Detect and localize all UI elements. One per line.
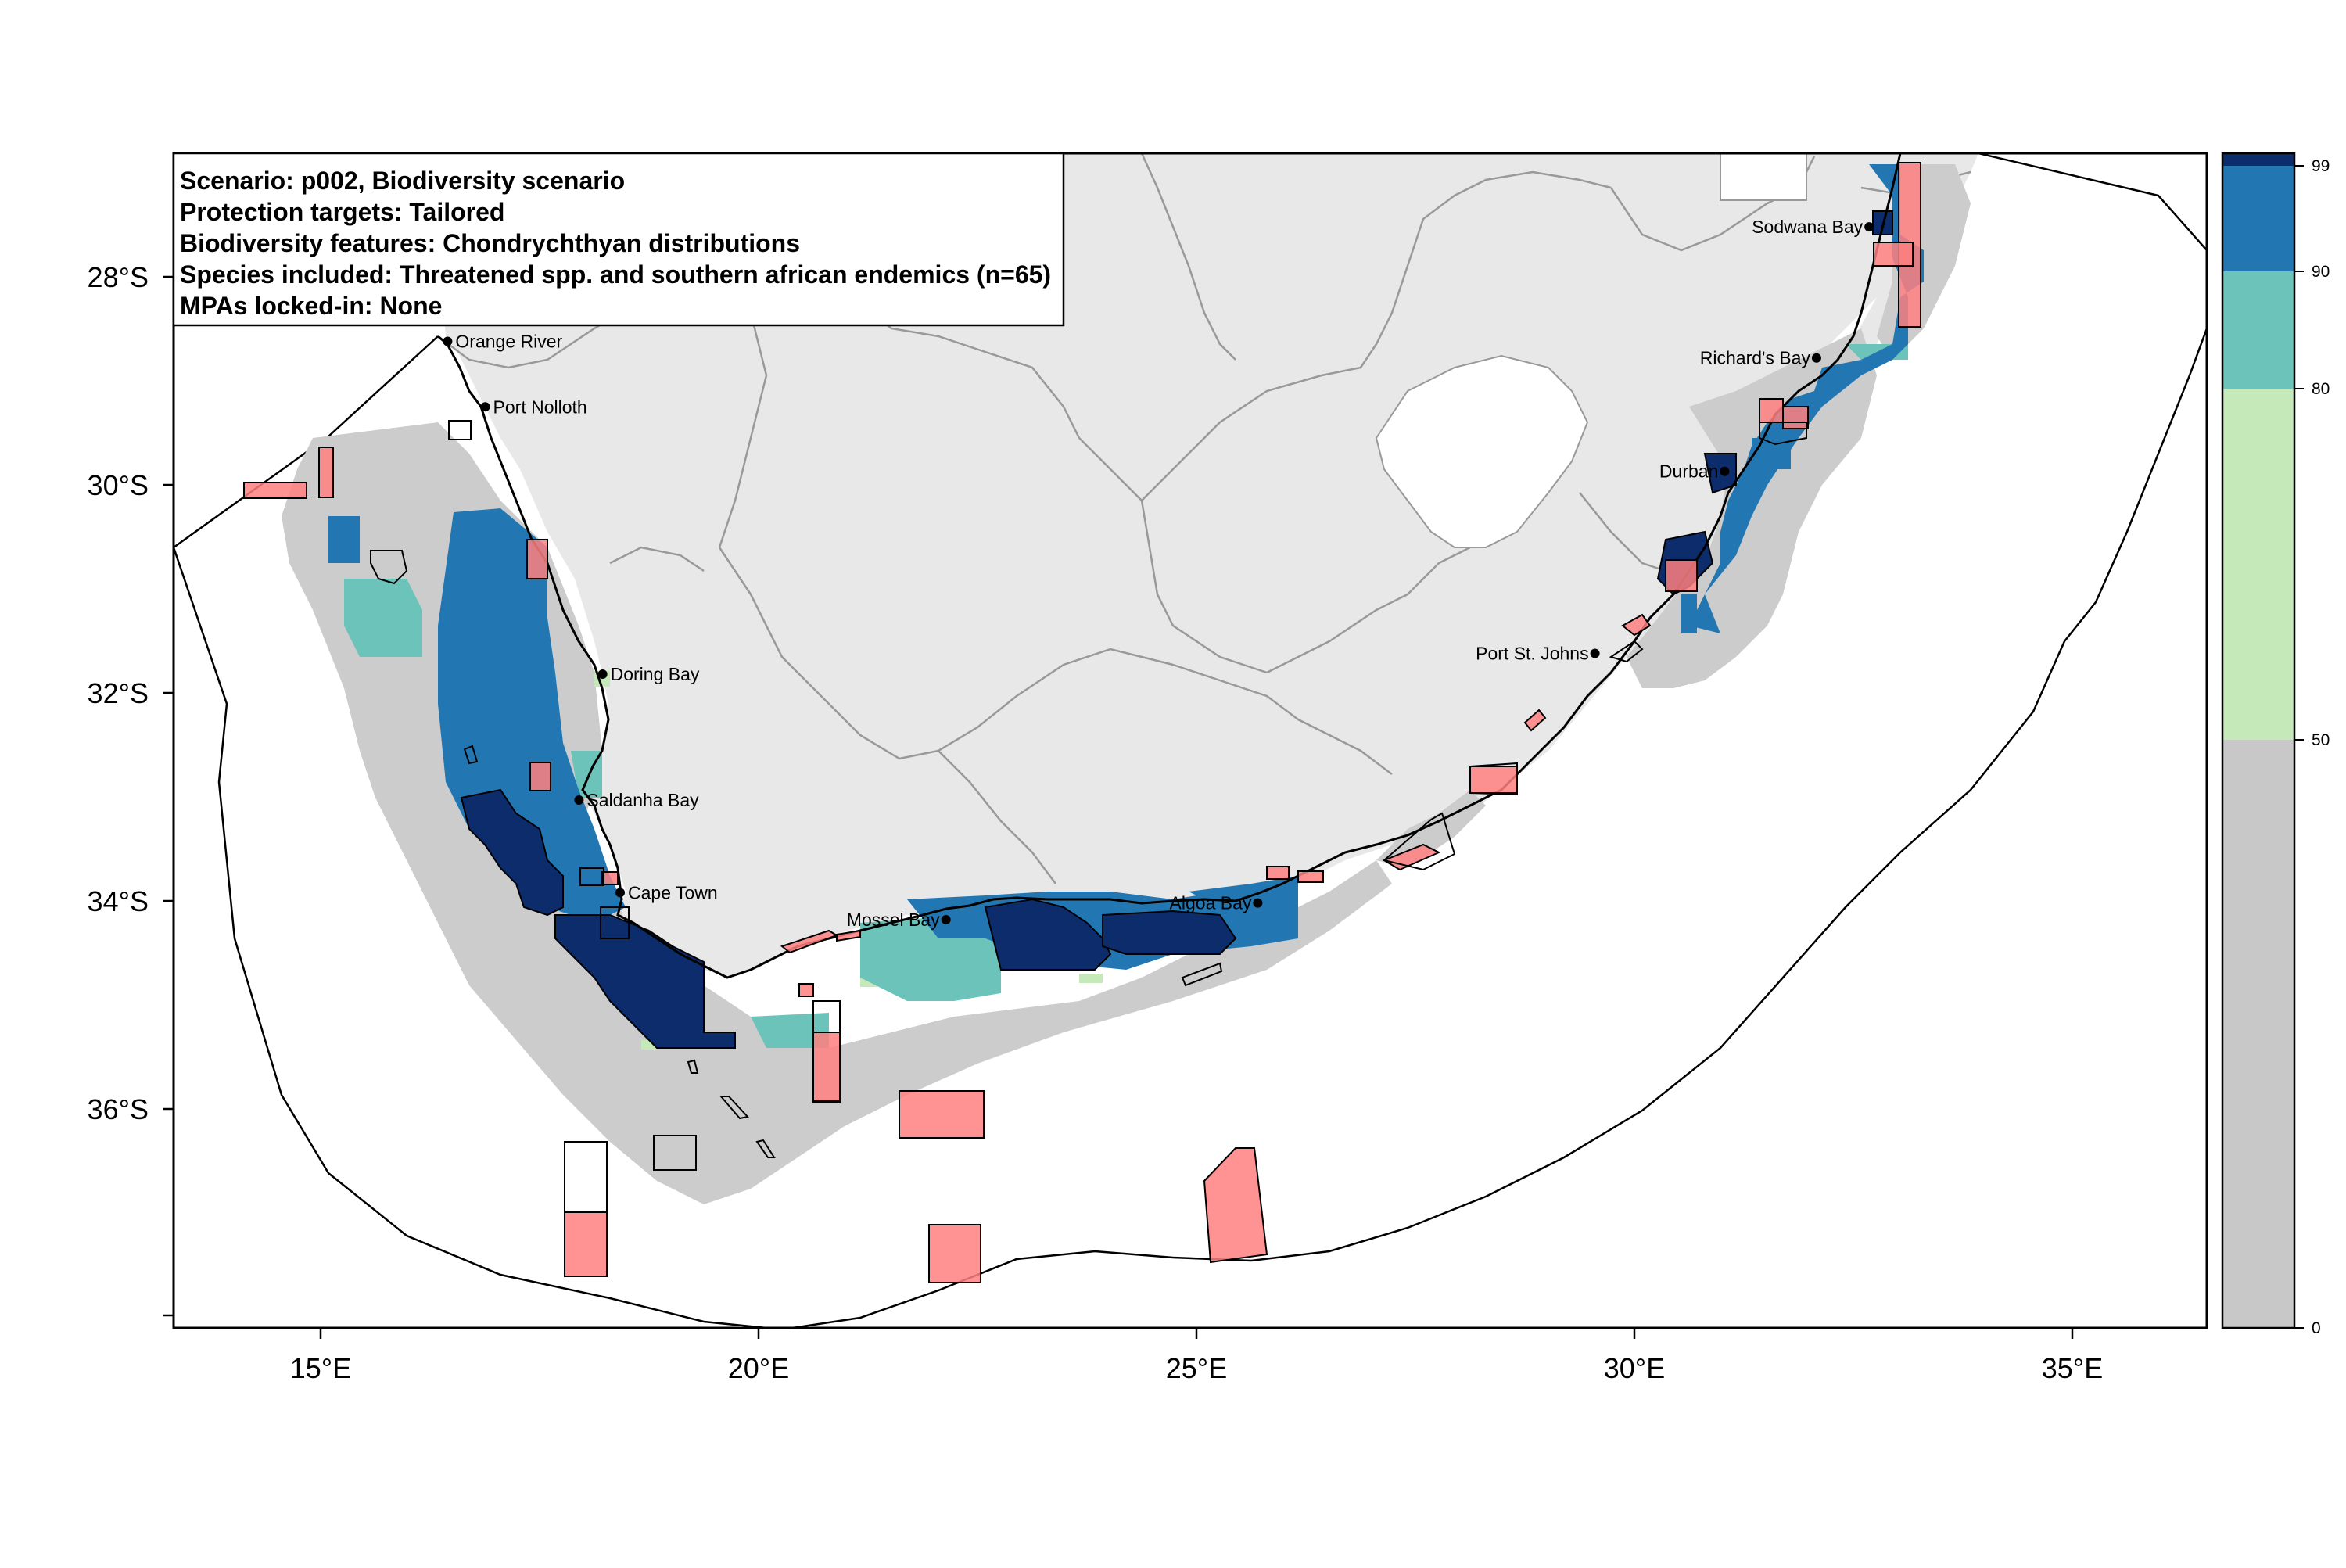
- place-dot: [1720, 466, 1730, 476]
- place-label: Doring Bay: [611, 664, 700, 684]
- y-axis: 28°S 30°S 32°S 34°S 36°S: [88, 261, 149, 1125]
- place-dot: [443, 336, 453, 346]
- place-marker: Sodwana Bay: [1752, 217, 1874, 237]
- legend-band-80-90: [2222, 271, 2294, 389]
- y-tick-label: 34°S: [88, 885, 149, 917]
- place-dot: [1811, 353, 1821, 363]
- legend-tick-50: 50: [2312, 731, 2330, 749]
- place-dot: [615, 888, 626, 898]
- legend-tick-80: 80: [2312, 380, 2330, 398]
- y-tick-label: 36°S: [88, 1093, 149, 1125]
- place-label: Port Nolloth: [493, 396, 587, 417]
- place-label: Sodwana Bay: [1752, 217, 1863, 237]
- swaziland-cutout: [1720, 153, 1807, 201]
- legend-band-99-100: [2222, 153, 2294, 166]
- coastline: [437, 153, 1902, 979]
- place-label: Port St. Johns: [1476, 643, 1588, 663]
- place-dot: [597, 669, 608, 680]
- place-marker: Doring Bay: [597, 664, 700, 684]
- place-label: Richard's Bay: [1700, 348, 1811, 368]
- legend-band-0-50: [2222, 740, 2294, 1328]
- place-marker: Algoa Bay: [1170, 893, 1263, 913]
- place-label: Algoa Bay: [1170, 893, 1252, 913]
- mpa-polygons: [243, 162, 1921, 1283]
- place-dot: [1253, 898, 1263, 908]
- place-marker: Port St. Johns: [1476, 643, 1600, 663]
- plot-frame: [172, 152, 2208, 1329]
- legend-colorbar: 0 50 80 90 99: [2221, 152, 2330, 1337]
- place-markers: Orange River Port Nolloth Doring Bay Saldan…: [443, 217, 1874, 930]
- legend-band-50-80: [2222, 389, 2294, 740]
- place-label: Saldanha Bay: [586, 790, 699, 810]
- legend-tick-90: 90: [2312, 263, 2330, 281]
- place-dot: [941, 914, 951, 924]
- x-tick-label: 35°E: [2042, 1352, 2103, 1384]
- place-marker: Richard's Bay: [1700, 348, 1821, 368]
- place-label: Mossel Bay: [847, 910, 940, 930]
- info-line-features: Biodiversity features: Chondrychthyan di…: [180, 229, 800, 257]
- legend-tick-99: 99: [2312, 157, 2330, 175]
- place-dot: [574, 795, 584, 805]
- info-line-scenario: Scenario: p002, Biodiversity scenario: [180, 167, 625, 195]
- y-tick-label: 30°S: [88, 469, 149, 501]
- y-tick-label: 32°S: [88, 677, 149, 709]
- southern-africa-land: [174, 153, 1978, 978]
- axis-ticks: [163, 275, 2074, 1339]
- place-dot: [1864, 222, 1874, 232]
- x-tick-label: 20°E: [728, 1352, 789, 1384]
- lesotho-enclave: [1375, 354, 1589, 548]
- place-marker: Port Nolloth: [480, 396, 587, 417]
- place-dot: [480, 402, 490, 412]
- x-tick-label: 25°E: [1166, 1352, 1227, 1384]
- place-marker: Orange River: [443, 331, 563, 351]
- place-label: Durban: [1659, 461, 1718, 482]
- x-tick-label: 15°E: [290, 1352, 351, 1384]
- x-tick-label: 30°E: [1604, 1352, 1665, 1384]
- y-tick-label: 28°S: [88, 261, 149, 293]
- x-axis: 15°E 20°E 25°E 30°E 35°E: [290, 1352, 2103, 1384]
- info-line-targets: Protection targets: Tailored: [180, 198, 504, 226]
- info-line-mpas: MPAs locked-in: None: [180, 292, 442, 320]
- mpa-outlines: [370, 420, 1807, 1213]
- place-marker: Cape Town: [615, 882, 718, 902]
- info-box: Scenario: p002, Biodiversity scenario Pr…: [172, 152, 1065, 327]
- legend-tick-0: 0: [2312, 1319, 2321, 1337]
- place-marker: Saldanha Bay: [574, 790, 699, 810]
- info-line-species: Species included: Threatened spp. and so…: [180, 260, 1051, 289]
- place-dot: [1590, 648, 1600, 658]
- place-label: Orange River: [455, 331, 562, 351]
- place-label: Cape Town: [628, 882, 718, 902]
- legend-band-90-99: [2222, 166, 2294, 271]
- place-marker: Mossel Bay: [847, 910, 951, 930]
- place-marker: Durban: [1659, 461, 1730, 482]
